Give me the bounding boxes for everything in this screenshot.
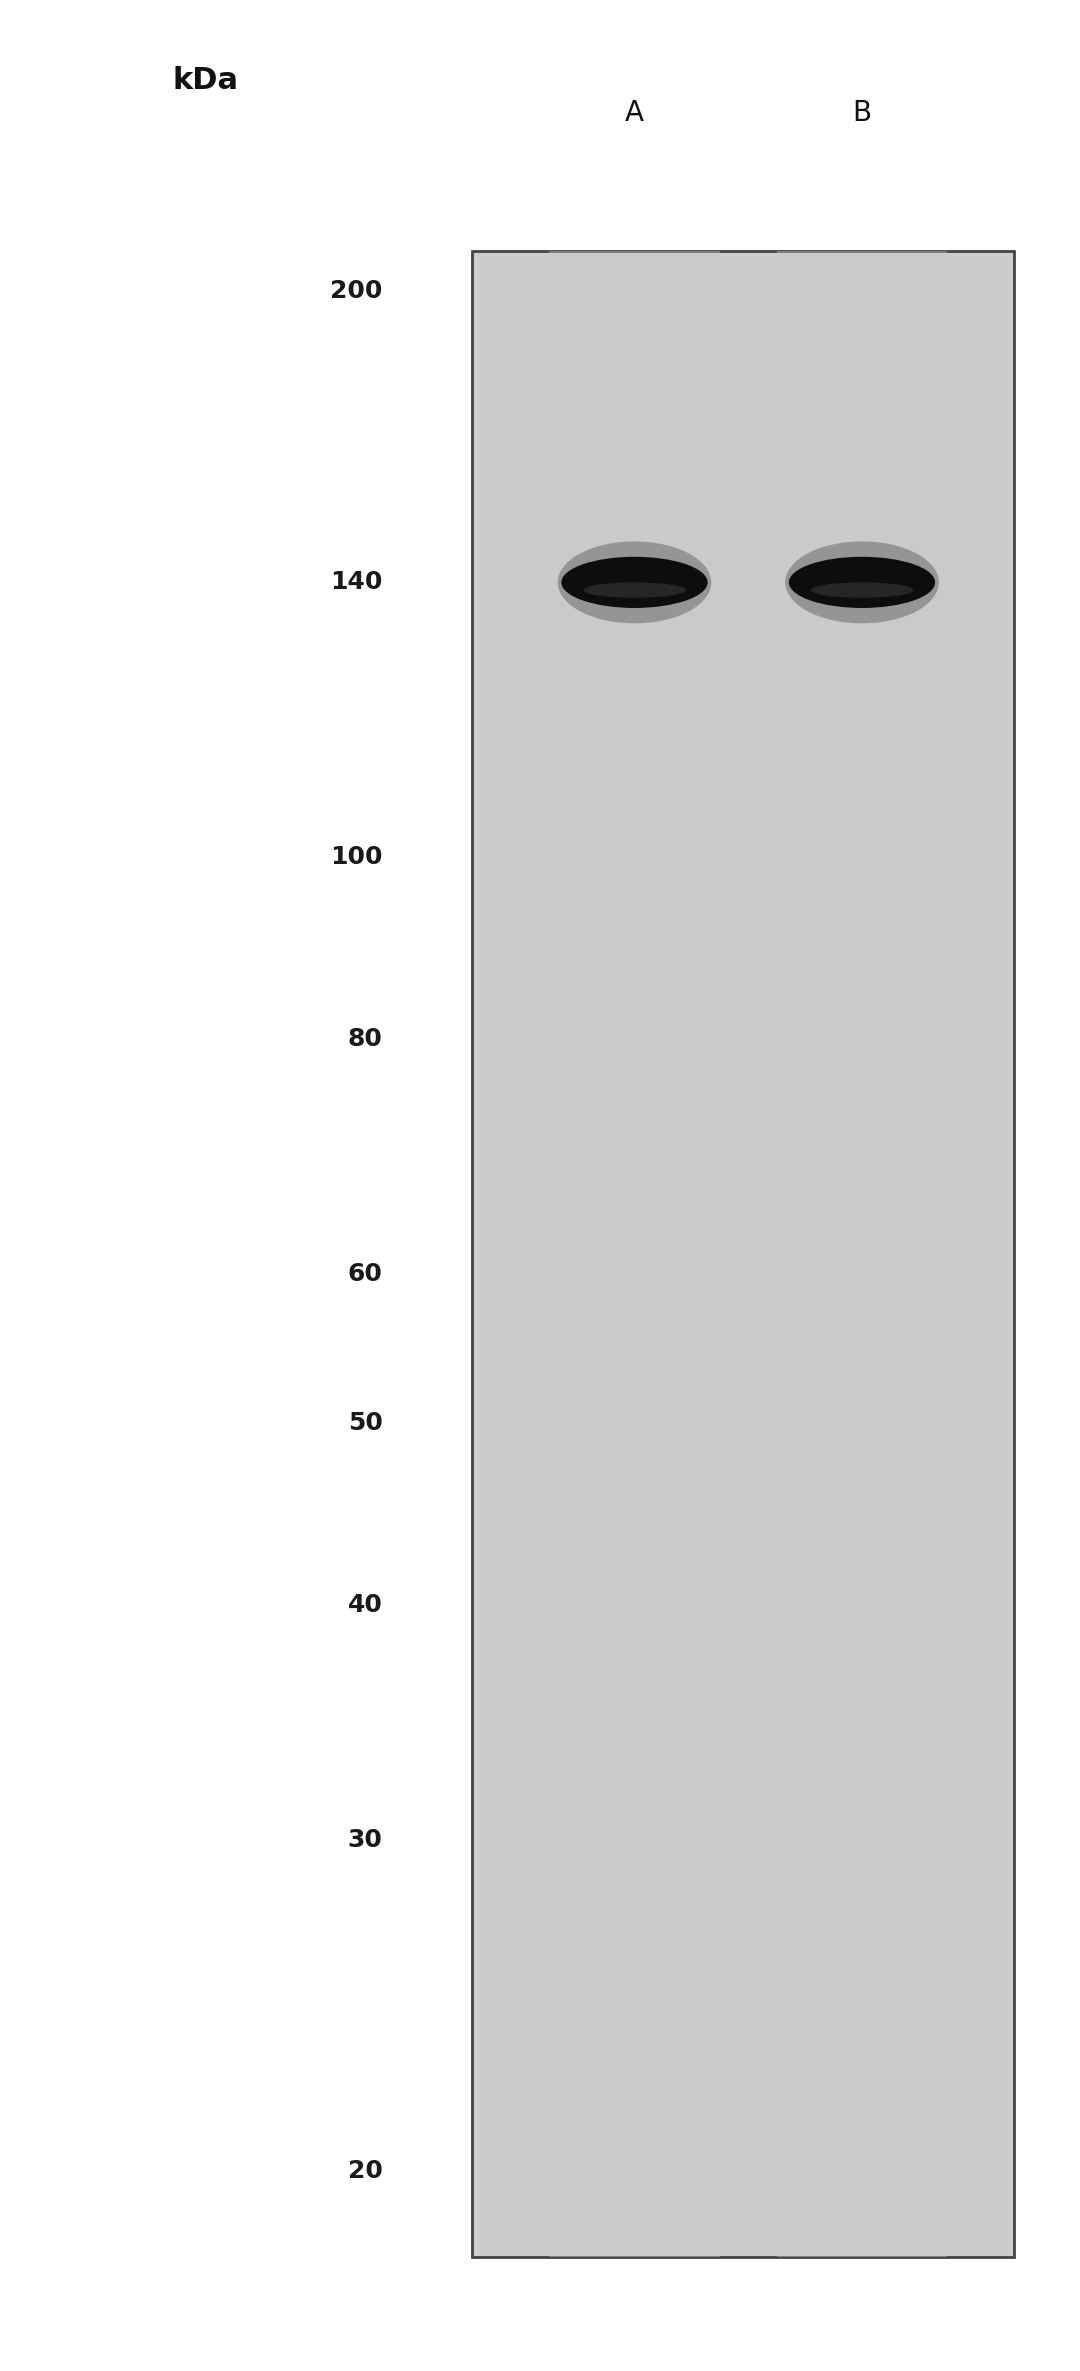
- Text: 100: 100: [330, 844, 382, 870]
- Text: 30: 30: [348, 1828, 382, 1852]
- Text: 200: 200: [330, 280, 382, 303]
- Ellipse shape: [557, 541, 712, 624]
- Text: kDa: kDa: [172, 66, 238, 95]
- Text: 140: 140: [330, 571, 382, 595]
- Text: 50: 50: [348, 1411, 382, 1434]
- Text: A: A: [625, 100, 644, 126]
- FancyBboxPatch shape: [549, 251, 720, 2257]
- Ellipse shape: [583, 583, 686, 597]
- Ellipse shape: [562, 557, 707, 607]
- FancyBboxPatch shape: [777, 251, 947, 2257]
- Text: 60: 60: [348, 1261, 382, 1285]
- Text: 80: 80: [348, 1027, 382, 1050]
- Text: B: B: [852, 100, 872, 126]
- Ellipse shape: [788, 557, 935, 607]
- FancyBboxPatch shape: [472, 251, 1014, 2257]
- Text: 40: 40: [348, 1593, 382, 1617]
- Ellipse shape: [785, 541, 939, 624]
- Text: 20: 20: [348, 2160, 382, 2184]
- Ellipse shape: [811, 583, 914, 597]
